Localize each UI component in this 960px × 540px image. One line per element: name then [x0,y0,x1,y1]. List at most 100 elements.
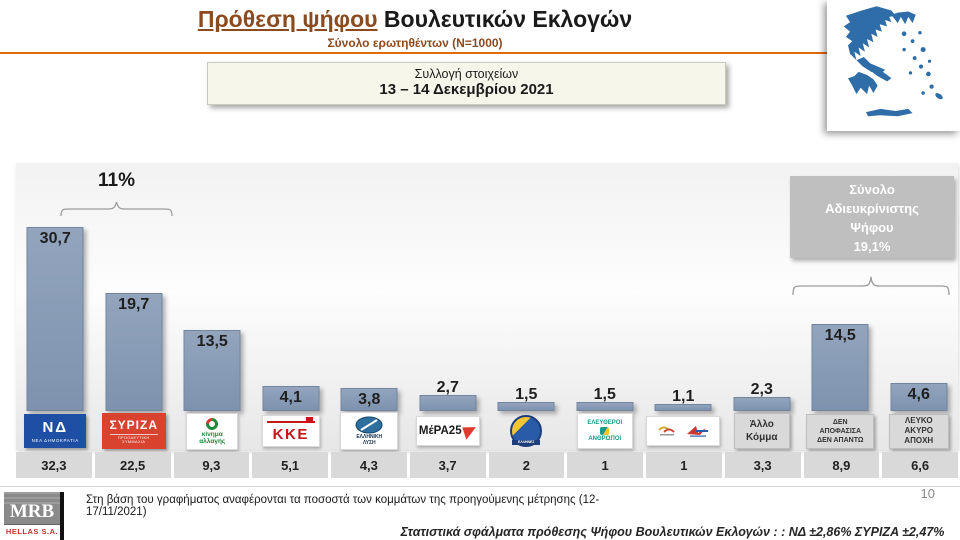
collection-label: Συλλογή στοιχείων [414,67,519,81]
bar-value-label: 1,1 [672,388,695,405]
party-logo-text: ΕΛΛΗΝΙΚΗ ΛΥΣΗ [356,434,383,446]
mera-wing-icon [461,422,479,440]
bar-value-label: 19,7 [118,296,150,313]
logo-cell-allo-komma: Άλλο Κόμμα [723,412,802,450]
party-logo-main-text: ΝΔ [42,418,69,436]
bar-column-kke: 4,1 [252,163,331,411]
prev-value-cell-eleftheroi: 1 [567,452,643,478]
bar-column-leuko: 4,6 [880,163,959,411]
greece-map [827,0,960,131]
prev-value-cell-allo-komma: 3,3 [724,452,801,478]
bar-column-compass: 3,8 [330,163,409,411]
category-label-box-allo-komma: Άλλο Κόμμα [733,413,790,449]
bar-kinal [183,330,241,411]
kinal-circle-icon [203,415,221,432]
prev-value-cell-den-apofasisa: 8,9 [803,452,880,478]
logo-cell-nd: ΝΔ ΝΕΑ ΔΗΜΟΚΡΑΤΙΑ [16,412,95,450]
bar-column-syriza: 19,7 [95,163,174,411]
bar-ellines [497,402,555,411]
bar-nd [26,227,84,411]
party-logo-kinal: κίνημα αλλαγής [186,412,239,450]
logo-cell-compass: ΕΛΛΗΝΙΚΗ ΛΥΣΗ [330,412,409,450]
party-logo-text: κίνημα αλλαγής [199,430,226,445]
footnote: Στη βάση του γραφήματος αναφέρονται τα π… [86,494,600,518]
bars-row: 30,7 19,7 13,5 4,1 3,8 2,7 1,5 1,5 1,1 2,3 14,5 4,6 [16,163,958,411]
small-party-logo-right [687,426,709,437]
page-title-rest: Βουλευτικών Εκλογών [377,6,633,32]
greece-map-image [843,6,943,117]
collection-period-box: Συλλογή στοιχείων 13 – 14 Δεκεμβρίου 202… [207,62,726,105]
bar-value-label: 30,7 [39,230,71,247]
logo-cell-leuko: ΛΕΥΚΟ ΑΚΥΡΟ ΑΠΟΧΗ [880,412,959,450]
eleftheroi-figure-icon [600,427,610,435]
statistical-error-note: Στατιστικά σφάλματα πρόθεσης Ψήφου Βουλε… [400,525,945,539]
party-logo-sub-text: ΝΕΑ ΔΗΜΟΚΡΑΤΙΑ [31,437,79,443]
party-logo-eleftheroi: ΕΛΕΥΘΕΡΟΙ ΑΝΘΡΩΠΟΙ [576,413,633,449]
party-logo-compass: ΕΛΛΗΝΙΚΗ ΛΥΣΗ [340,412,399,450]
bar-column-kinal: 13,5 [173,163,252,411]
page-subtitle: Σύνολο ερωτηθέντων (N=1000) [327,36,503,50]
party-logo-duo [646,416,721,446]
bar-eleftheroi [576,402,634,411]
bar-den-apofasisa [811,324,869,411]
bar-value-label: 1,5 [515,386,538,403]
mrb-logo-subtext: HELLAS S.A. [5,527,59,536]
bar-kke [262,386,320,411]
prev-value-cell-kke: 5,1 [252,452,328,478]
party-logo-ellines: ΕΛΛΗΝΕΣ [507,412,545,450]
kke-flag-icon [305,417,313,423]
bar-value-label: 4,1 [279,389,302,406]
page-title: Πρόθεση ψήφου Βουλευτικών Εκλογών [0,6,830,33]
bar-value-label: 2,7 [436,379,459,396]
bar-value-label: 4,6 [907,386,930,403]
prev-value-cell-duo: 1 [646,452,722,478]
party-logo-text-top: ΕΛΕΥΘΕΡΟΙ [587,419,623,426]
party-logo-sub-text: ΠΡΟΟΔΕΥΤΙΚΗ ΣΥΜΜΑΧΙΑ [109,433,158,444]
bar-value-label: 14,5 [824,327,856,344]
compass-icon [355,416,383,434]
collection-dates: 13 – 14 Δεκεμβρίου 2021 [379,81,554,98]
footer-divider [0,486,960,487]
undecided-total-box: Σύνολο Αδιευκρίνιστης Ψήφου 19,1% [790,176,954,258]
bar-mera [419,395,477,411]
logo-cell-den-apofasisa: ΔΕΝ ΑΠΟΦΑΣΙΣΑ ΔΕΝ ΑΠΑΝΤΩ [801,412,880,450]
party-logo-kke: ΚΚΕ [261,415,320,447]
party-logo-text: ΕΛΛΗΝΕΣ [512,440,541,445]
prev-value-cell-nd: 32,3 [16,452,92,478]
bar-column-ellines: 1,5 [487,163,566,411]
mrb-logo: MRB HELLAS S.A. [4,492,64,540]
party-logo-text-bottom: ΑΝΘΡΩΠΟΙ [588,436,622,442]
logo-cell-ellines: ΕΛΛΗΝΕΣ [487,412,566,450]
bar-column-den-apofasisa: 14,5 [801,163,880,411]
bar-value-label: 2,3 [750,381,773,398]
bar-column-duo: 1,1 [644,163,723,411]
party-logo-text: ΜέΡΑ25 [418,425,462,437]
bar-column-allo-komma: 2,3 [723,163,802,411]
party-logo-main-text: ΣΥΡΙΖΑ [109,417,159,432]
logo-cell-kinal: κίνημα αλλαγής [173,412,252,450]
gap-brace [60,201,173,217]
bar-duo [654,404,712,411]
party-logo-nd: ΝΔ ΝΕΑ ΔΗΜΟΚΡΑΤΙΑ [24,414,87,448]
bar-column-nd: 30,7 [16,163,95,411]
page-title-highlight: Πρόθεση ψήφου [197,6,378,32]
bar-allo-komma [733,397,791,411]
prev-value-cell-kinal: 9,3 [173,452,250,478]
header-rule [0,52,828,54]
bar-value-label: 3,8 [358,391,381,408]
bar-syriza [105,293,163,411]
bar-leuko [890,383,948,411]
bar-column-eleftheroi: 1,5 [566,163,645,411]
bar-column-mera: 2,7 [409,163,488,411]
logo-cell-duo [644,412,723,450]
logo-cell-syriza: ΣΥΡΙΖΑ ΠΡΟΟΔΕΥΤΙΚΗ ΣΥΜΜΑΧΙΑ [95,412,174,450]
ellines-circle-icon: ΕΛΛΗΝΕΣ [510,415,543,447]
party-logo-text: ΚΚΕ [272,425,309,443]
logos-row: ΝΔ ΝΕΑ ΔΗΜΟΚΡΑΤΙΑ ΣΥΡΙΖΑ ΠΡΟΟΔΕΥΤΙΚΗ ΣΥΜΜΑΧ… [16,412,958,450]
previous-wave-row: 32,3 22,5 9,3 5,1 4,3 3,7 2 1 1 3,3 8,9 6,6 [16,452,958,478]
undecided-brace [792,276,950,296]
prev-value-cell-leuko: 6,6 [882,452,958,478]
bar-compass [340,388,398,411]
prev-value-cell-syriza: 22,5 [94,452,171,478]
bar-value-label: 13,5 [196,333,228,350]
